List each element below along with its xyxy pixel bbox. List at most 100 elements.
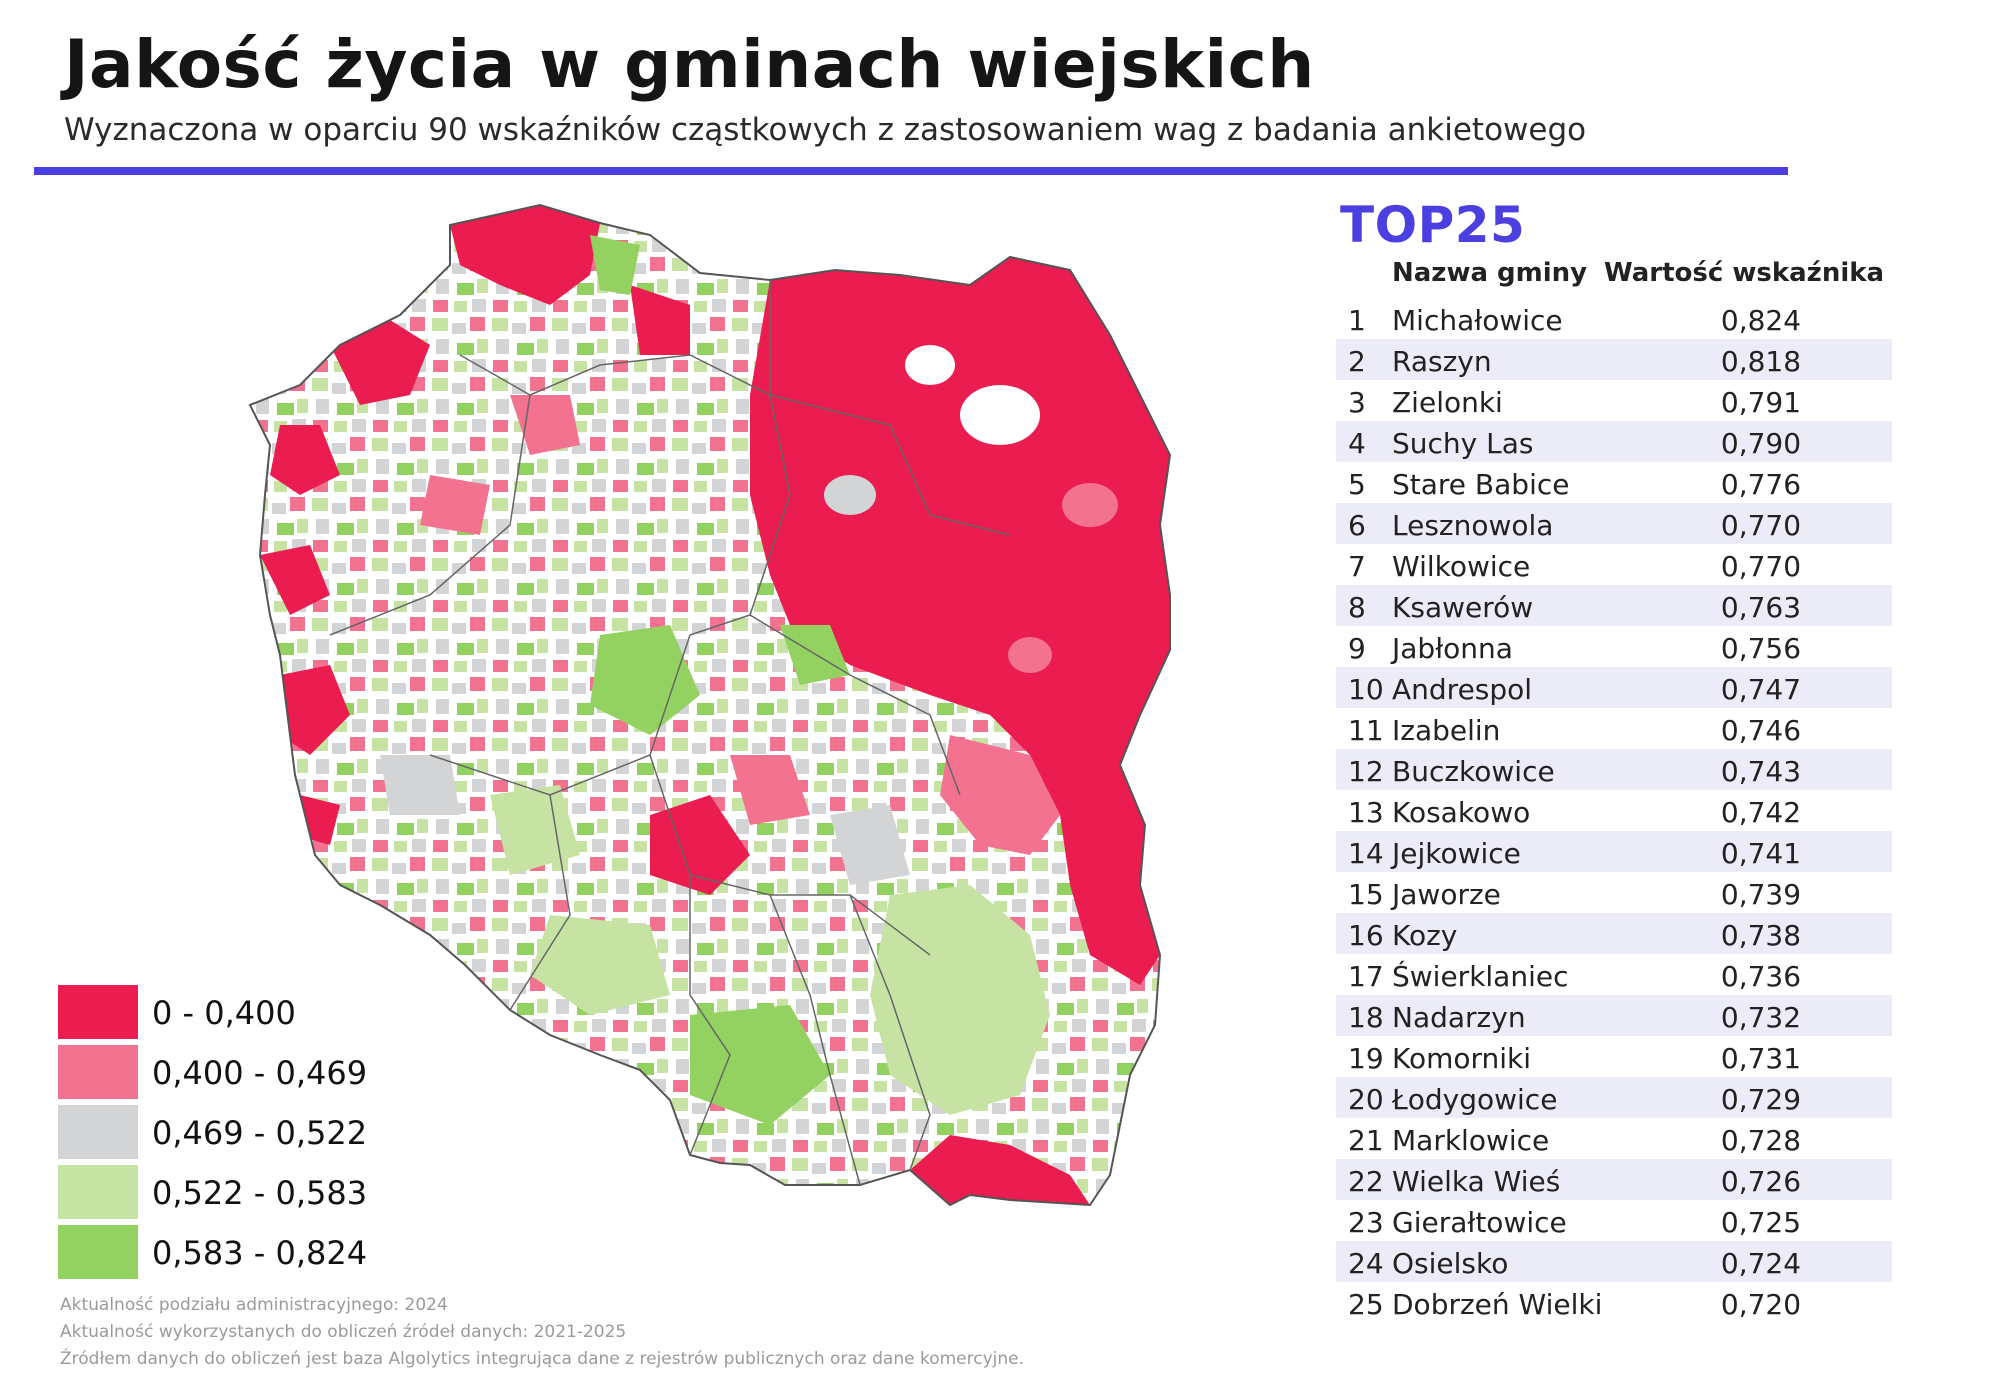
rank-cell: 25 [1348,1288,1384,1321]
value-cell: 0,724 [1720,1247,1802,1280]
name-cell: Marklowice [1392,1124,1550,1157]
source-notes: Aktualność podziału administracyjnego: 2… [60,1292,1024,1373]
page-title: Jakość życia w gminach wiejskich [64,26,1315,103]
legend-item: 0,469 - 0,522 [58,1105,418,1159]
rank-cell: 5 [1348,468,1366,501]
legend-swatch [58,1105,138,1159]
name-cell: Jabłonna [1392,632,1513,665]
table-row: 18 Nadarzyn 0,732 [1336,995,1892,1036]
value-cell: 0,741 [1720,837,1802,870]
legend-label: 0,522 - 0,583 [152,1174,368,1212]
value-cell: 0,818 [1720,345,1802,378]
legend-item: 0 - 0,400 [58,985,418,1039]
legend-label: 0,400 - 0,469 [152,1054,368,1092]
value-cell: 0,756 [1720,632,1802,665]
page-subtitle: Wyznaczona w oparciu 90 wskaźników cząst… [64,112,1587,148]
table-row: 7 Wilkowice 0,770 [1336,544,1892,585]
table-row: 8 Ksawerów 0,763 [1336,585,1892,626]
legend-swatch [58,985,138,1039]
table-row: 9 Jabłonna 0,756 [1336,626,1892,667]
rank-cell: 4 [1348,427,1366,460]
value-cell: 0,726 [1720,1165,1802,1198]
name-cell: Kosakowo [1392,796,1531,829]
table-row: 13 Kosakowo 0,742 [1336,790,1892,831]
table-row: 6 Lesznowola 0,770 [1336,503,1892,544]
legend-item: 0,522 - 0,583 [58,1165,418,1219]
legend-label: 0 - 0,400 [152,994,296,1032]
value-cell: 0,728 [1720,1124,1802,1157]
value-cell: 0,720 [1720,1288,1802,1321]
name-cell: Świerklaniec [1392,960,1569,993]
table-row: 11 Izabelin 0,746 [1336,708,1892,749]
rank-cell: 12 [1348,755,1384,788]
name-cell: Suchy Las [1392,427,1534,460]
table-row: 23 Gierałtowice 0,725 [1336,1200,1892,1241]
value-cell: 0,791 [1720,386,1802,419]
legend-label: 0,583 - 0,824 [152,1234,368,1272]
value-cell: 0,738 [1720,919,1802,952]
table-row: 5 Stare Babice 0,776 [1336,462,1892,503]
table-row: 3 Zielonki 0,791 [1336,380,1892,421]
value-cell: 0,736 [1720,960,1802,993]
table-row: 19 Komorniki 0,731 [1336,1036,1892,1077]
name-cell: Wielka Wieś [1392,1165,1561,1198]
name-cell: Izabelin [1392,714,1501,747]
name-cell: Stare Babice [1392,468,1570,501]
rank-cell: 24 [1348,1247,1384,1280]
rank-cell: 8 [1348,591,1366,624]
name-cell: Dobrzeń Wielki [1392,1288,1603,1321]
column-header-name: Nazwa gminy [1392,258,1588,288]
legend-item: 0,583 - 0,824 [58,1225,418,1279]
table-row: 16 Kozy 0,738 [1336,913,1892,954]
name-cell: Osielsko [1392,1247,1509,1280]
rank-cell: 14 [1348,837,1384,870]
value-cell: 0,739 [1720,878,1802,911]
note-admin-division: Aktualność podziału administracyjnego: 2… [60,1295,448,1315]
name-cell: Raszyn [1392,345,1492,378]
rank-cell: 7 [1348,550,1366,583]
value-cell: 0,776 [1720,468,1802,501]
rank-cell: 11 [1348,714,1384,747]
rank-cell: 21 [1348,1124,1384,1157]
note-data-source: Źródłem danych do obliczeń jest baza Alg… [60,1349,1025,1369]
name-cell: Zielonki [1392,386,1503,419]
top25-heading: TOP25 [1340,196,1526,254]
value-cell: 0,770 [1720,550,1802,583]
table-row: 17 Świerklaniec 0,736 [1336,954,1892,995]
value-cell: 0,729 [1720,1083,1802,1116]
legend-swatch [58,1165,138,1219]
rank-cell: 9 [1348,632,1366,665]
accent-divider [34,167,1788,175]
value-cell: 0,743 [1720,755,1802,788]
legend-swatch [58,1045,138,1099]
table-row: 10 Andrespol 0,747 [1336,667,1892,708]
table-row: 15 Jaworze 0,739 [1336,872,1892,913]
table-row: 12 Buczkowice 0,743 [1336,749,1892,790]
name-cell: Komorniki [1392,1042,1532,1075]
rank-cell: 20 [1348,1083,1384,1116]
rank-cell: 13 [1348,796,1384,829]
name-cell: Ksawerów [1392,591,1534,624]
value-cell: 0,747 [1720,673,1802,706]
name-cell: Michałowice [1392,304,1563,337]
poland-choropleth-map [248,203,1172,1207]
name-cell: Lesznowola [1392,509,1554,542]
value-cell: 0,746 [1720,714,1802,747]
rank-cell: 17 [1348,960,1384,993]
rank-cell: 16 [1348,919,1384,952]
value-cell: 0,790 [1720,427,1802,460]
table-row: 4 Suchy Las 0,790 [1336,421,1892,462]
rank-cell: 19 [1348,1042,1384,1075]
value-cell: 0,731 [1720,1042,1802,1075]
legend-label: 0,469 - 0,522 [152,1114,368,1152]
rank-cell: 3 [1348,386,1366,419]
rank-cell: 15 [1348,878,1384,911]
table-row: 20 Łodygowice 0,729 [1336,1077,1892,1118]
rank-cell: 23 [1348,1206,1384,1239]
name-cell: Jaworze [1392,878,1501,911]
name-cell: Andrespol [1392,673,1533,706]
name-cell: Gierałtowice [1392,1206,1567,1239]
value-cell: 0,732 [1720,1001,1802,1034]
table-row: 22 Wielka Wieś 0,726 [1336,1159,1892,1200]
legend-item: 0,400 - 0,469 [58,1045,418,1099]
